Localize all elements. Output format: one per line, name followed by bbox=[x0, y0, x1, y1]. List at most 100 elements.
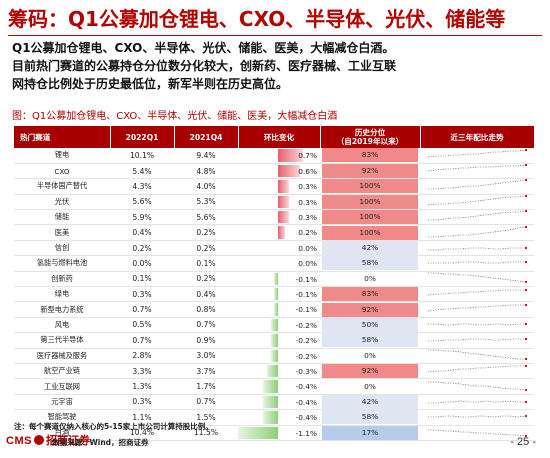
sparkline-last-point bbox=[524, 280, 528, 283]
sector-name-cell: 锂电 bbox=[14, 148, 110, 164]
percentile-cell: 0% bbox=[320, 378, 420, 395]
change-bar bbox=[270, 334, 278, 347]
logo-mark-icon bbox=[33, 435, 44, 445]
logo-cn: 招商证券 bbox=[45, 435, 90, 447]
trend-sparkline bbox=[428, 415, 528, 418]
change-cell: -0.1% bbox=[238, 271, 320, 288]
sparkline-path bbox=[427, 150, 527, 158]
table-row: 第三代半导体 0.7% 0.9% -0.2% 58% bbox=[14, 332, 534, 349]
table-row: 医美 0.4% 0.2% 0.2% 100% bbox=[14, 224, 534, 241]
table-row: 元宇宙 0.3% 0.7% -0.4% 42% bbox=[14, 394, 534, 411]
sparkline-path bbox=[428, 226, 527, 237]
percentile-cell: 92% bbox=[320, 363, 420, 380]
trend-sparkline bbox=[427, 365, 528, 373]
change-bar bbox=[278, 195, 289, 209]
summary-line-3: 网持仓比例处于历史最低位，新军半则在历史高位。 bbox=[12, 77, 289, 91]
change-cell: 0.3% bbox=[238, 209, 320, 226]
trend-sparkline-cell bbox=[420, 255, 534, 272]
trend-sparkline-cell bbox=[420, 348, 534, 364]
change-cell: 0.3% bbox=[238, 194, 320, 211]
percentile-value: 83% bbox=[322, 148, 418, 163]
percentile-cell: 58% bbox=[320, 255, 420, 272]
title-divider bbox=[8, 35, 542, 36]
change-value: -0.1% bbox=[295, 274, 317, 284]
sector-name-cell: CXO bbox=[14, 163, 110, 180]
trend-sparkline-cell bbox=[420, 425, 534, 441]
change-cell: -0.2% bbox=[238, 332, 320, 349]
trend-sparkline-cell bbox=[420, 209, 534, 226]
table-row: 航空产业链 3.3% 3.7% -0.3% 92% bbox=[14, 363, 534, 380]
sparkline-path bbox=[427, 304, 526, 311]
sparkline-last-point bbox=[524, 322, 528, 326]
percentile-cell: 83% bbox=[320, 286, 420, 303]
sparkline-last-point bbox=[524, 149, 528, 152]
q4-value-cell: 3.7% bbox=[174, 363, 238, 380]
sparkline-last-point bbox=[524, 365, 528, 368]
q1-value-cell: 4.3% bbox=[110, 178, 174, 195]
trend-sparkline-cell bbox=[420, 224, 534, 241]
sector-name-cell: 工业互联网 bbox=[14, 378, 110, 395]
table-row: 光伏 5.6% 5.3% 0.3% 100% bbox=[14, 194, 534, 211]
sparkline-last-point bbox=[524, 225, 528, 228]
change-bar bbox=[238, 426, 278, 439]
trend-sparkline-cell bbox=[420, 301, 534, 318]
sector-name-cell: 半导体国产替代 bbox=[14, 178, 110, 195]
table-row: 新型电力系统 0.7% 0.8% -0.1% 92% bbox=[14, 301, 534, 318]
trend-sparkline-cell bbox=[420, 409, 534, 426]
table-row: 风电 0.5% 0.7% -0.2% 50% bbox=[14, 317, 534, 334]
sparkline-last-point bbox=[524, 210, 528, 213]
change-value: -0.1% bbox=[295, 305, 317, 315]
table-note: 注：每个赛道仅纳入核心的5-15家上市公司计算持股比例。 bbox=[14, 422, 213, 431]
company-logo: CMS 招商证券 bbox=[6, 432, 90, 448]
q4-value-cell: 1.5% bbox=[174, 409, 238, 426]
change-value: -0.4% bbox=[295, 397, 317, 407]
change-cell: 0.7% bbox=[238, 148, 320, 164]
sector-name-cell: 航空产业链 bbox=[14, 363, 110, 380]
percentile-cell: 58% bbox=[320, 332, 420, 349]
percentile-cell: 50% bbox=[320, 317, 420, 334]
percentile-value: 83% bbox=[322, 287, 418, 301]
sparkline-last-point bbox=[524, 357, 528, 360]
table-row: 信创 0.2% 0.2% 0.0% 42% bbox=[14, 240, 534, 257]
q4-value-cell: 4.0% bbox=[174, 178, 238, 195]
q4-value-cell: 11.5% bbox=[174, 425, 238, 441]
percentile-value: 100% bbox=[322, 194, 418, 209]
slide-title: 筹码：Q1公募加仓锂电、CXO、半导体、光伏、储能等 bbox=[8, 7, 506, 31]
percentile-value: 58% bbox=[322, 256, 418, 271]
change-bar bbox=[274, 288, 278, 301]
change-cell: -0.4% bbox=[238, 409, 320, 426]
percentile-value: 92% bbox=[322, 164, 418, 178]
sparkline-path bbox=[428, 247, 526, 251]
trend-sparkline bbox=[428, 322, 528, 326]
trend-sparkline-cell bbox=[420, 163, 534, 180]
summary-line-1: Q1公募加仓锂电、CXO、半导体、光伏、储能、医美，大幅减仓白酒。 bbox=[12, 41, 395, 55]
sector-name-cell: 第三代半导体 bbox=[14, 332, 110, 349]
header-percentile-line1: 历史分位 bbox=[354, 128, 386, 137]
percentile-cell: 83% bbox=[320, 148, 420, 164]
change-value: -0.2% bbox=[295, 320, 317, 330]
logo-cms: CMS bbox=[6, 435, 32, 447]
change-bar bbox=[270, 318, 278, 332]
change-bar bbox=[278, 164, 300, 178]
sector-name-cell: 风电 bbox=[14, 317, 110, 334]
percentile-value: 100% bbox=[322, 225, 418, 240]
sparkline-last-point bbox=[524, 415, 528, 418]
change-value: 0.2% bbox=[298, 228, 317, 238]
sector-name-cell: 智能驾驶 bbox=[14, 409, 110, 426]
sparkline-path bbox=[428, 210, 527, 221]
change-cell: -0.4% bbox=[238, 378, 320, 395]
percentile-value: 0% bbox=[322, 348, 418, 363]
change-bar bbox=[278, 149, 304, 162]
sector-name-cell: 医美 bbox=[14, 224, 110, 241]
q1-value-cell: 3.3% bbox=[110, 363, 174, 380]
percentile-cell: 100% bbox=[320, 209, 420, 226]
trend-sparkline bbox=[428, 225, 528, 237]
percentile-value: 42% bbox=[322, 394, 418, 409]
change-bar bbox=[263, 395, 278, 409]
q4-value-cell: 5.6% bbox=[174, 209, 238, 226]
percentile-value: 58% bbox=[322, 410, 418, 425]
trend-sparkline bbox=[428, 179, 528, 190]
sector-name-cell: 新型电力系统 bbox=[14, 301, 110, 318]
sparkline-path bbox=[427, 289, 526, 296]
q4-value-cell: 0.7% bbox=[174, 317, 238, 334]
